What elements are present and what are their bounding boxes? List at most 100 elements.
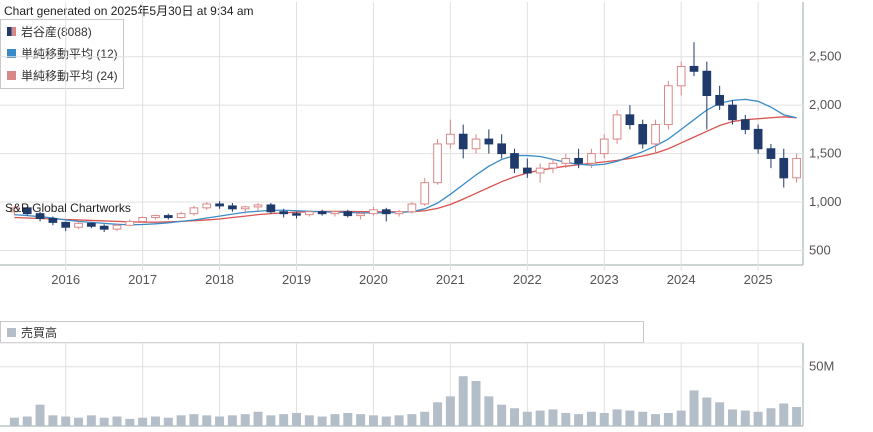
volume-bar: [317, 416, 327, 426]
line-swatch-icon: [7, 48, 16, 58]
candle-body: [112, 224, 122, 230]
candle-body: [497, 143, 507, 155]
volume-bar: [471, 380, 481, 426]
candle-body: [35, 213, 45, 220]
volume-bar: [163, 417, 173, 426]
volume-bar: [125, 418, 135, 426]
volume-bar: [176, 415, 186, 426]
volume-bar: [61, 416, 71, 426]
volume-bar: [484, 396, 494, 426]
volume-bar: [740, 410, 750, 426]
volume-bar: [86, 415, 96, 426]
volume-bar: [497, 404, 507, 426]
volume-bar: [753, 411, 763, 426]
candle-body: [343, 211, 353, 217]
candle-body: [458, 133, 468, 150]
candle-body: [189, 207, 199, 215]
legend-item-ma24[interactable]: 単純移動平均 (24): [1, 64, 123, 86]
candlestick-icon: [7, 26, 16, 36]
candle-body: [317, 211, 327, 215]
candle-body: [779, 157, 789, 179]
volume-tick-label: 50M: [809, 359, 834, 374]
volume-bar: [22, 416, 32, 426]
volume-bar: [548, 409, 558, 426]
legend-label-ma24: 単純移動平均 (24): [21, 68, 118, 83]
volume-bar: [48, 415, 58, 426]
volume-bar: [715, 402, 725, 426]
x-tick-label: 2016: [51, 272, 80, 287]
volume-bar: [574, 414, 584, 426]
volume-bar: [676, 410, 686, 426]
candle-body: [599, 138, 609, 155]
x-tick-label: 2021: [436, 272, 465, 287]
candle-body: [420, 182, 430, 205]
ma12-line: [14, 98, 797, 226]
volume-bar: [510, 408, 519, 426]
candle-body: [702, 70, 712, 96]
candle-body: [202, 203, 212, 209]
volume-bar: [99, 417, 109, 426]
y-tick-label: 500: [809, 242, 831, 257]
volume-bar: [112, 416, 122, 426]
volume-bar: [407, 414, 417, 426]
volume-bar: [420, 411, 430, 426]
volume-bar: [150, 416, 160, 426]
volume-bar: [651, 414, 661, 426]
volume-bar: [612, 409, 622, 426]
x-tick-label: 2023: [590, 272, 619, 287]
y-tick-label: 2,500: [809, 49, 842, 64]
y-tick-label: 1,500: [809, 146, 842, 161]
candle-body: [728, 104, 737, 121]
candle-body: [240, 206, 250, 210]
generated-timestamp: Chart generated on 2025年5月30日 at 9:34 am: [4, 4, 254, 18]
candle-body: [394, 211, 404, 215]
candle-body: [22, 207, 32, 215]
volume-bar: [445, 396, 455, 426]
x-tick-label: 2020: [359, 272, 388, 287]
candle-body: [330, 211, 340, 215]
volume-legend-label: 売買高: [21, 325, 58, 340]
volume-bar: [458, 376, 468, 426]
candle-body: [381, 209, 391, 215]
candle-body: [356, 213, 365, 217]
candle-body: [753, 128, 763, 150]
candle-body: [638, 124, 648, 145]
candle-body: [484, 138, 494, 145]
price-legend: 岩谷産(8088) 単純移動平均 (12) 単純移動平均 (24): [0, 19, 124, 89]
candle-body: [740, 119, 750, 130]
x-tick-label: 2025: [744, 272, 773, 287]
candle-body: [74, 222, 83, 228]
candle-body: [87, 222, 96, 227]
candle-body: [574, 157, 583, 164]
candle-body: [715, 94, 725, 106]
y-tick-label: 2,000: [809, 97, 842, 112]
candle-body: [651, 124, 660, 145]
candle-body: [792, 157, 801, 179]
volume-bar: [394, 415, 404, 426]
volume-bar: [599, 412, 609, 426]
candle-body: [151, 215, 160, 219]
candle-body: [253, 204, 263, 208]
candle-body: [446, 133, 455, 145]
candle-body: [689, 65, 699, 72]
candle-body: [535, 167, 545, 174]
candle-body: [510, 153, 519, 169]
volume-bar: [561, 412, 571, 426]
volume-bar: [689, 390, 699, 426]
candle-body: [407, 203, 417, 213]
candle-body: [433, 143, 442, 184]
candle-body: [676, 65, 686, 87]
legend-item-price[interactable]: 岩谷産(8088): [1, 20, 123, 42]
volume-bar: [215, 416, 225, 426]
x-tick-label: 2017: [128, 272, 157, 287]
candle-body: [292, 213, 301, 216]
volume-bar: [9, 417, 19, 426]
candle-body: [369, 209, 378, 215]
candle-body: [215, 203, 224, 207]
candle-body: [279, 211, 289, 215]
candle-body: [266, 204, 276, 213]
candle-body: [471, 138, 481, 150]
volume-bar: [253, 411, 263, 426]
candle-body: [176, 213, 186, 219]
volume-bar: [625, 410, 635, 426]
